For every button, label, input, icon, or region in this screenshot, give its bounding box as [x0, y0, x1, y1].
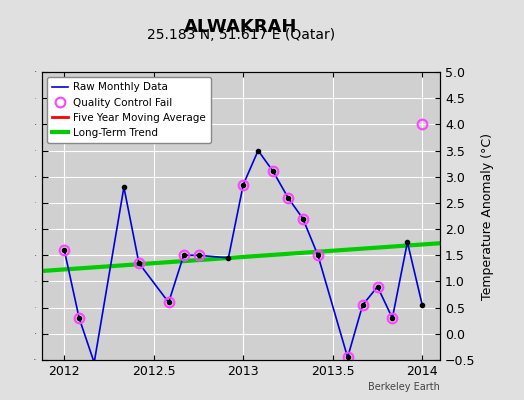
Quality Control Fail [315, 253, 321, 258]
Raw Monthly Data [285, 195, 291, 200]
Quality Control Fail [61, 248, 68, 252]
Raw Monthly Data [225, 256, 232, 260]
Raw Monthly Data [300, 216, 306, 221]
Text: Berkeley Earth: Berkeley Earth [368, 382, 440, 392]
Quality Control Fail [389, 316, 396, 320]
Quality Control Fail [166, 300, 172, 305]
Quality Control Fail [136, 261, 142, 266]
Quality Control Fail [181, 253, 187, 258]
Raw Monthly Data [91, 360, 97, 365]
Raw Monthly Data [240, 182, 246, 187]
Quality Control Fail [270, 169, 276, 174]
Raw Monthly Data [374, 284, 380, 289]
Quality Control Fail [344, 355, 351, 360]
Raw Monthly Data [121, 185, 127, 190]
Raw Monthly Data [136, 261, 142, 266]
Raw Monthly Data [419, 303, 425, 308]
Raw Monthly Data [181, 253, 187, 258]
Raw Monthly Data [404, 240, 410, 244]
Y-axis label: Temperature Anomaly (°C): Temperature Anomaly (°C) [481, 132, 494, 300]
Raw Monthly Data [270, 169, 276, 174]
Raw Monthly Data [166, 300, 172, 305]
Raw Monthly Data [195, 253, 202, 258]
Raw Monthly Data [76, 316, 82, 320]
Quality Control Fail [374, 284, 380, 289]
Raw Monthly Data [359, 303, 366, 308]
Text: 25.183 N, 51.617 E (Qatar): 25.183 N, 51.617 E (Qatar) [147, 28, 335, 42]
Quality Control Fail [285, 195, 291, 200]
Quality Control Fail [300, 216, 306, 221]
Legend: Raw Monthly Data, Quality Control Fail, Five Year Moving Average, Long-Term Tren: Raw Monthly Data, Quality Control Fail, … [47, 77, 211, 143]
Text: ALWAKRAH: ALWAKRAH [184, 18, 298, 36]
Line: Raw Monthly Data: Raw Monthly Data [64, 150, 422, 363]
Line: Quality Control Fail: Quality Control Fail [59, 120, 427, 362]
Raw Monthly Data [61, 248, 68, 252]
Raw Monthly Data [315, 253, 321, 258]
Quality Control Fail [76, 316, 82, 320]
Raw Monthly Data [389, 316, 396, 320]
Quality Control Fail [419, 122, 425, 127]
Quality Control Fail [240, 182, 246, 187]
Quality Control Fail [195, 253, 202, 258]
Raw Monthly Data [255, 148, 261, 153]
Quality Control Fail [359, 303, 366, 308]
Raw Monthly Data [344, 355, 351, 360]
